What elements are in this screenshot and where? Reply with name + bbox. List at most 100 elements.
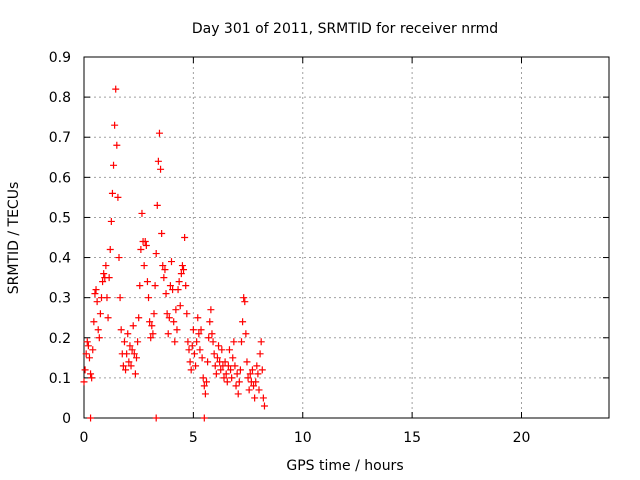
- data-point: [161, 266, 169, 274]
- data-point: [223, 378, 231, 386]
- data-point: [138, 209, 146, 217]
- x-tick-label: 10: [294, 430, 312, 446]
- data-point: [236, 366, 244, 374]
- data-point: [104, 314, 112, 322]
- x-axis-label: GPS time / hours: [286, 458, 403, 474]
- data-point: [185, 346, 193, 354]
- data-point: [181, 234, 189, 241]
- data-point: [120, 338, 128, 346]
- data-point: [119, 362, 127, 370]
- data-point: [224, 362, 232, 370]
- data-point: [175, 278, 183, 286]
- data-point: [254, 370, 262, 378]
- data-point: [151, 282, 159, 290]
- data-point: [239, 318, 247, 326]
- data-point: [241, 298, 249, 306]
- data-point: [172, 306, 180, 314]
- data-point: [113, 141, 121, 149]
- data-point: [194, 314, 202, 322]
- data-point: [85, 354, 93, 362]
- data-point: [135, 314, 143, 322]
- data-point: [190, 350, 198, 358]
- data-point: [147, 334, 155, 342]
- y-tick-label: 0.2: [49, 331, 71, 347]
- data-point: [209, 338, 217, 346]
- data-point: [91, 290, 99, 298]
- data-point: [136, 282, 144, 290]
- data-point: [126, 342, 134, 350]
- data-point: [142, 242, 150, 250]
- data-point: [112, 85, 120, 93]
- data-point: [148, 322, 156, 330]
- data-point: [152, 250, 160, 258]
- data-point: [199, 374, 207, 382]
- data-point: [96, 310, 104, 318]
- plot-border: [83, 56, 610, 419]
- data-point: [196, 346, 204, 354]
- data-point: [259, 394, 267, 402]
- data-point: [215, 342, 223, 350]
- data-point: [186, 358, 194, 366]
- data-point: [173, 326, 181, 334]
- data-point: [152, 414, 160, 422]
- data-point: [184, 338, 192, 346]
- plot-frame: [83, 56, 610, 419]
- data-point: [248, 366, 256, 374]
- data-point: [229, 354, 237, 362]
- data-point: [218, 346, 226, 354]
- data-point: [117, 326, 125, 334]
- data-point: [201, 390, 209, 398]
- data-point: [195, 330, 203, 338]
- y-tick-label: 0: [62, 411, 71, 427]
- data-point: [232, 382, 240, 390]
- data-point: [106, 246, 114, 254]
- data-point: [105, 274, 113, 282]
- data-point: [122, 366, 130, 374]
- data-point: [123, 350, 131, 358]
- data-point: [125, 358, 133, 366]
- data-point: [256, 350, 264, 358]
- data-point: [149, 330, 157, 338]
- data-point: [204, 358, 212, 366]
- data-point: [111, 121, 119, 129]
- data-point: [225, 346, 233, 354]
- data-point: [130, 350, 138, 358]
- data-point: [212, 370, 220, 378]
- data-point: [207, 306, 215, 314]
- data-point: [141, 238, 149, 246]
- data-point: [177, 270, 185, 278]
- data-point: [245, 386, 253, 394]
- data-point: [183, 310, 191, 318]
- y-tick-label: 0.4: [49, 251, 71, 267]
- data-point: [90, 318, 98, 326]
- data-point: [155, 129, 163, 137]
- data-point: [255, 386, 263, 394]
- data-point: [129, 322, 137, 330]
- data-point: [146, 318, 154, 326]
- data-point: [182, 282, 190, 290]
- data-point: [234, 390, 242, 398]
- data-point: [82, 350, 90, 358]
- data-point: [253, 362, 261, 370]
- data-point: [133, 354, 140, 362]
- data-point: [81, 366, 89, 374]
- y-tick-label: 0.1: [49, 371, 71, 387]
- data-point: [115, 254, 123, 262]
- y-tick-label: 0.3: [49, 291, 71, 307]
- data-point: [166, 282, 174, 290]
- data-point: [189, 326, 197, 334]
- data-point: [87, 370, 95, 378]
- data-point: [242, 330, 250, 338]
- data-point: [174, 286, 182, 294]
- y-axis-ticks: 0 0.1 0.2 0.3 0.4 0.5 0.6 0.7 0.8 0.9: [49, 50, 609, 427]
- x-tick-label: 5: [189, 430, 198, 446]
- data-point: [94, 326, 102, 334]
- data-point: [137, 246, 145, 254]
- data-point: [164, 330, 172, 338]
- data-point: [203, 378, 210, 386]
- data-point: [143, 278, 151, 286]
- grid-lines: [84, 57, 609, 418]
- data-point: [103, 294, 111, 302]
- data-point: [180, 266, 188, 274]
